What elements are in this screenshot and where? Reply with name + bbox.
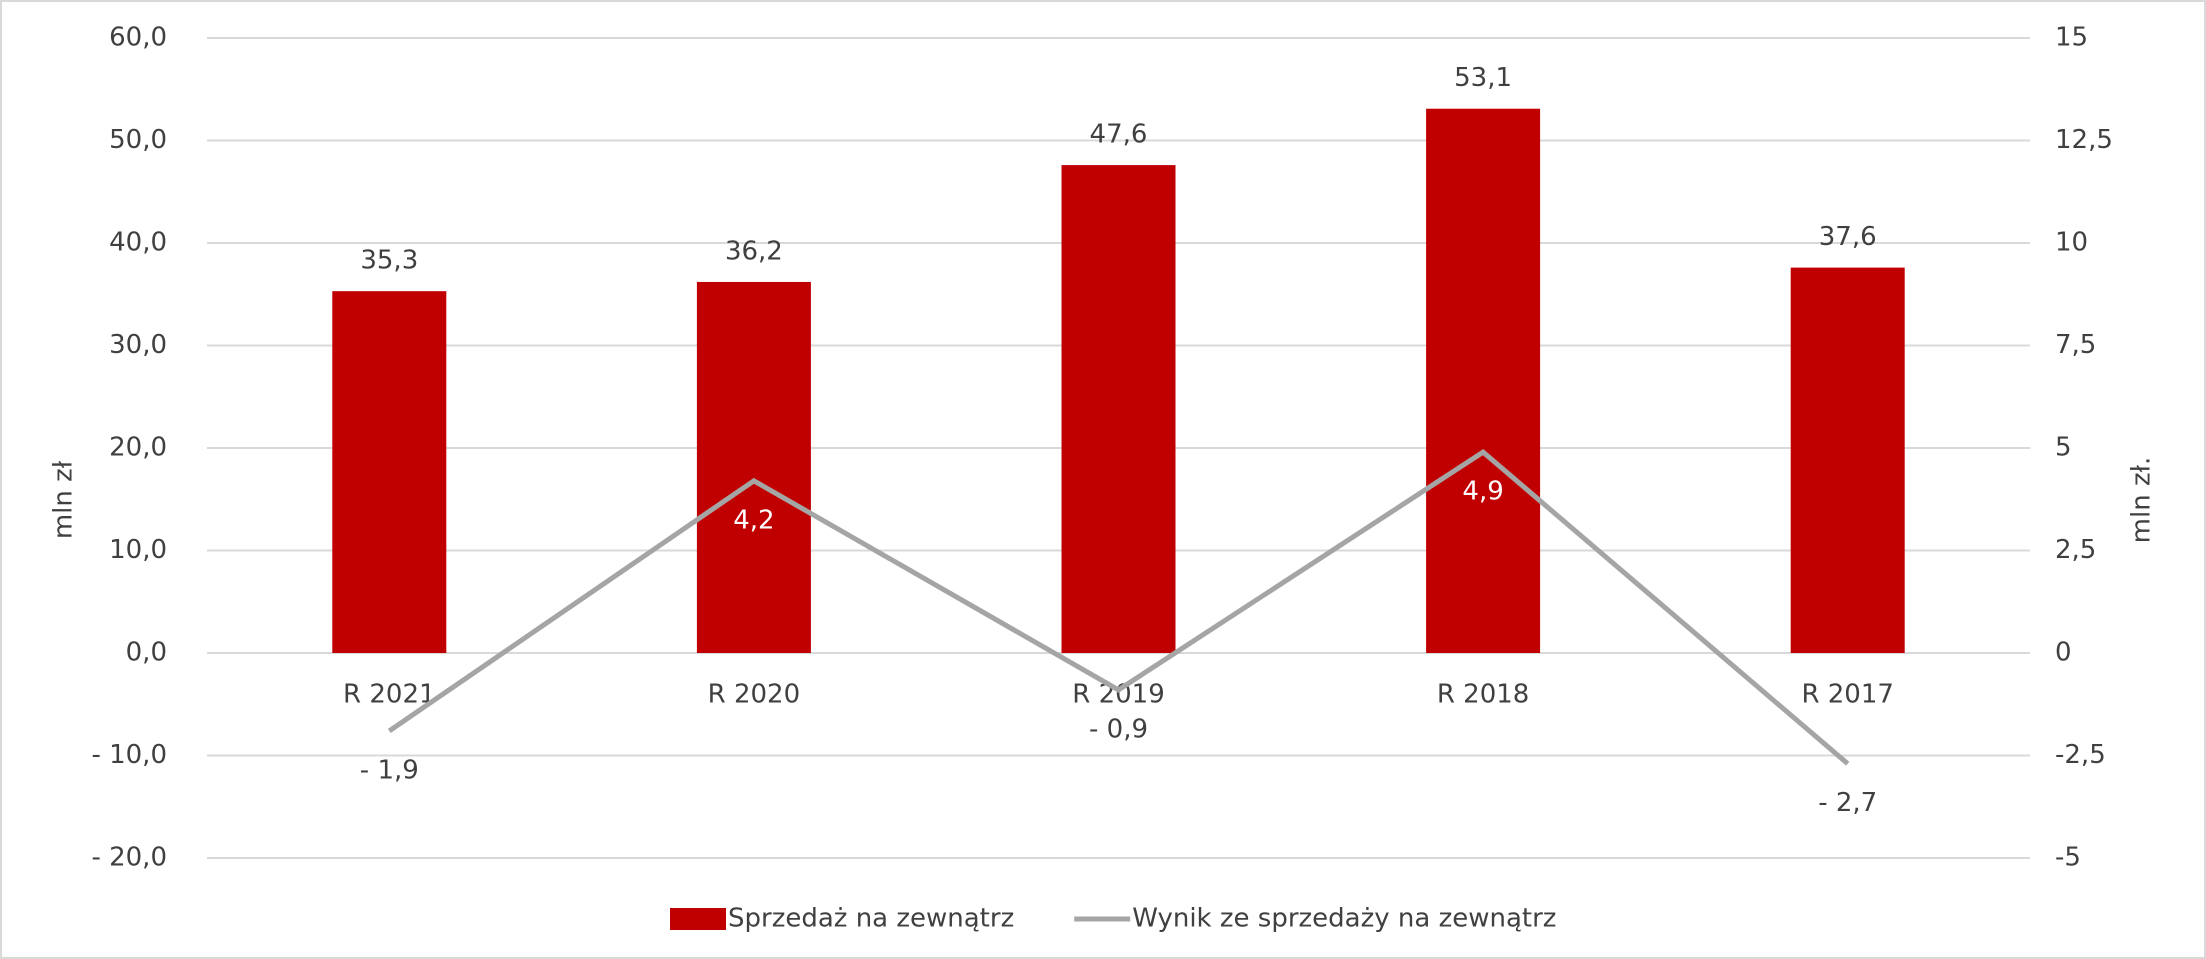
y-axis-title: mln zł: [49, 460, 79, 539]
legend-label: Sprzedaż na zewnątrz: [728, 904, 1014, 934]
line-value-label: - 0,9: [1089, 714, 1148, 744]
y-tick-label: 20,0: [109, 433, 167, 463]
bar-value-label: 53,1: [1454, 63, 1512, 93]
bar: [332, 291, 447, 653]
y2-tick-label: 7,5: [2055, 330, 2096, 360]
y2-axis-title: mln zł.: [2127, 457, 2157, 544]
bar: [1426, 108, 1541, 654]
y-tick-label: 30,0: [109, 330, 167, 360]
line-value-label: - 1,9: [360, 755, 419, 785]
y-tick-label: 40,0: [109, 228, 167, 258]
bar-value-label: 36,2: [725, 236, 783, 266]
y-tick-label: 60,0: [109, 23, 167, 53]
y2-tick-label: 0: [2055, 638, 2072, 668]
y2-tick-label: 2,5: [2055, 535, 2096, 565]
line-value-label: 4,2: [733, 505, 774, 535]
y-tick-label: - 10,0: [91, 740, 167, 770]
y2-tick-label: 12,5: [2055, 125, 2113, 155]
legend-swatch: [670, 908, 726, 930]
bar: [696, 281, 811, 653]
y2-tick-label: -2,5: [2055, 740, 2106, 770]
y-tick-label: 0,0: [126, 638, 167, 668]
y-tick-label: 10,0: [109, 535, 167, 565]
bar: [1790, 267, 1905, 653]
y-tick-label: 50,0: [109, 125, 167, 155]
x-tick-label: R 2020: [708, 680, 801, 710]
x-tick-label: R 2021: [343, 680, 436, 710]
y2-tick-label: 5: [2055, 433, 2072, 463]
y2-tick-label: 10: [2055, 228, 2088, 258]
x-tick-label: R 2019: [1072, 680, 1165, 710]
x-tick-label: R 2018: [1437, 680, 1530, 710]
y2-tick-label: 15: [2055, 23, 2088, 53]
legend-label: Wynik ze sprzedaży na zewnątrz: [1132, 904, 1556, 934]
line-value-label: 4,9: [1462, 477, 1503, 507]
y-tick-label: - 20,0: [91, 843, 167, 873]
x-tick-label: R 2017: [1801, 680, 1894, 710]
bar-value-label: 47,6: [1090, 120, 1148, 150]
bar: [1061, 165, 1176, 653]
line: [387, 448, 1850, 766]
y2-tick-label: -5: [2055, 843, 2081, 873]
bar-value-label: 35,3: [360, 246, 418, 276]
bar-value-label: 37,6: [1819, 222, 1877, 252]
line-value-label: - 2,7: [1818, 788, 1877, 818]
